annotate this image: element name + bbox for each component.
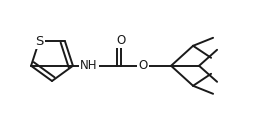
Text: O: O [116,34,126,47]
Text: O: O [138,59,148,72]
Text: NH: NH [80,59,98,72]
Text: S: S [35,35,43,48]
